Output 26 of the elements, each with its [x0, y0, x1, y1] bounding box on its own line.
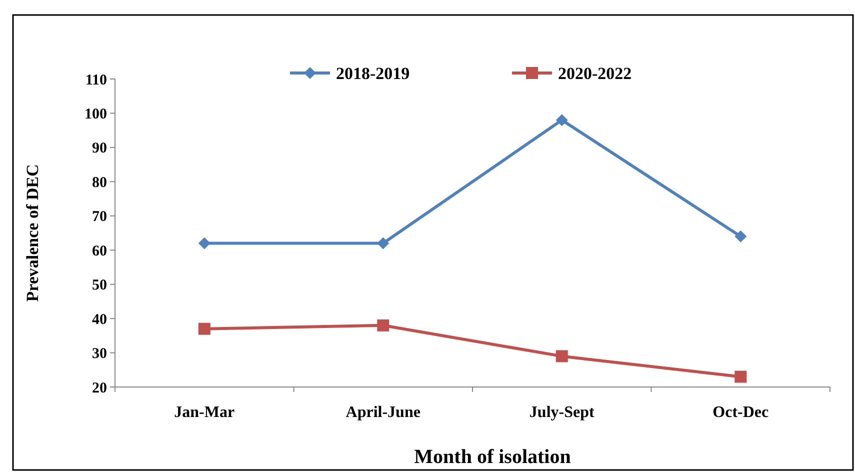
legend-label: 2018-2019 — [336, 64, 410, 83]
y-tick-label: 70 — [92, 209, 107, 226]
point — [198, 322, 210, 335]
y-tick-label: 40 — [92, 312, 107, 328]
x-tick-label: Jan-Mar — [174, 404, 235, 421]
y-axis-title: Prevalence of DEC — [23, 164, 42, 302]
y-tick-label: 100 — [84, 106, 107, 122]
x-axis-title: Month of isolation — [414, 446, 571, 468]
point — [377, 237, 390, 250]
point — [734, 230, 747, 242]
point — [377, 319, 390, 332]
point — [198, 237, 210, 250]
x-tick-label: Oct-Dec — [712, 404, 769, 421]
y-tick-label: 50 — [92, 278, 107, 294]
y-tick-label: 80 — [92, 174, 107, 191]
y-tick-label: 90 — [92, 140, 107, 157]
x-tick-label: July-Sept — [529, 404, 595, 421]
y-tick-label: 30 — [92, 346, 107, 362]
legend-label: 2020-2022 — [558, 64, 632, 83]
y-tick-label: 20 — [92, 380, 107, 396]
point — [734, 370, 747, 383]
point — [556, 350, 568, 362]
x-tick-label: April-June — [346, 404, 420, 421]
y-tick-label: 60 — [92, 243, 107, 260]
y-tick-label: 110 — [85, 72, 107, 88]
point — [556, 114, 568, 126]
